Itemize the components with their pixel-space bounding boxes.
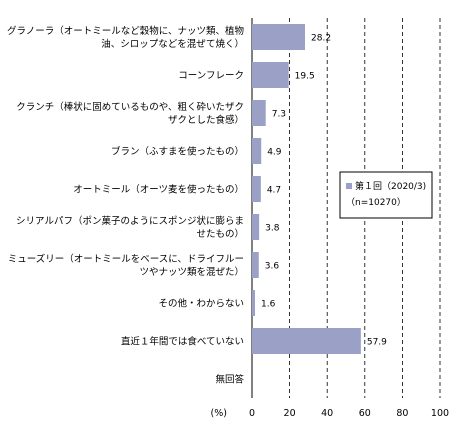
category-label: 油、シロップなどを混ぜて焼く） — [101, 38, 244, 50]
category-label: せたもの） — [196, 228, 244, 240]
x-tick-label: 0 — [249, 408, 255, 419]
bar — [252, 328, 361, 354]
bar — [252, 214, 260, 240]
value-label: 1.6 — [261, 300, 276, 310]
category-label: ツやナッツ類を混ぜた） — [139, 266, 244, 278]
bar — [252, 138, 262, 164]
bar — [252, 290, 256, 316]
category-label: ミューズリー（オートミールをベースに、ドライフルー — [8, 253, 244, 265]
x-tick-label: 20 — [284, 408, 296, 419]
value-label: 28.2 — [311, 34, 331, 44]
bar — [252, 176, 261, 202]
category-label: ブラン（ふすまを使ったもの） — [111, 146, 244, 158]
x-tick-label: 100 — [431, 408, 449, 419]
category-label: 直近１年間では食べていない — [121, 336, 244, 348]
x-tick-label: 80 — [396, 408, 408, 419]
bar — [252, 62, 289, 88]
category-label: グラノーラ（オートミールなど穀物に、ナッツ類、植物 — [7, 25, 245, 37]
value-label: 3.6 — [265, 262, 280, 272]
value-label: 4.9 — [267, 148, 282, 158]
value-label: 7.3 — [272, 110, 286, 120]
bar — [252, 252, 259, 278]
category-label: クランチ（棒状に固めているものや、粗く砕いたザク — [16, 101, 244, 113]
category-label: その他・わからない — [158, 298, 244, 310]
legend-swatch — [346, 183, 352, 189]
category-label: オートミール（オーツ麦を使ったもの） — [73, 184, 244, 196]
category-label: シリアルパフ（ポン菓子のようにスポンジ状に膨らま — [16, 215, 244, 227]
x-tick-label: 40 — [321, 408, 333, 419]
legend-box — [339, 171, 433, 219]
value-label: 4.7 — [267, 186, 281, 196]
value-label: 3.8 — [265, 224, 280, 234]
x-tick-label: 60 — [359, 408, 371, 419]
value-label: 19.5 — [295, 72, 315, 82]
value-label: 57.9 — [367, 338, 387, 348]
legend-label: （n=10270） — [346, 197, 406, 208]
bar — [252, 24, 306, 50]
legend-label: 第１回（2020/3) — [355, 180, 426, 192]
category-label: ザクとした食感） — [168, 114, 244, 126]
x-axis-label: (%) — [211, 408, 227, 419]
category-label: コーンフレーク — [178, 71, 244, 82]
bar — [252, 100, 266, 126]
category-label: 無回答 — [215, 374, 244, 386]
